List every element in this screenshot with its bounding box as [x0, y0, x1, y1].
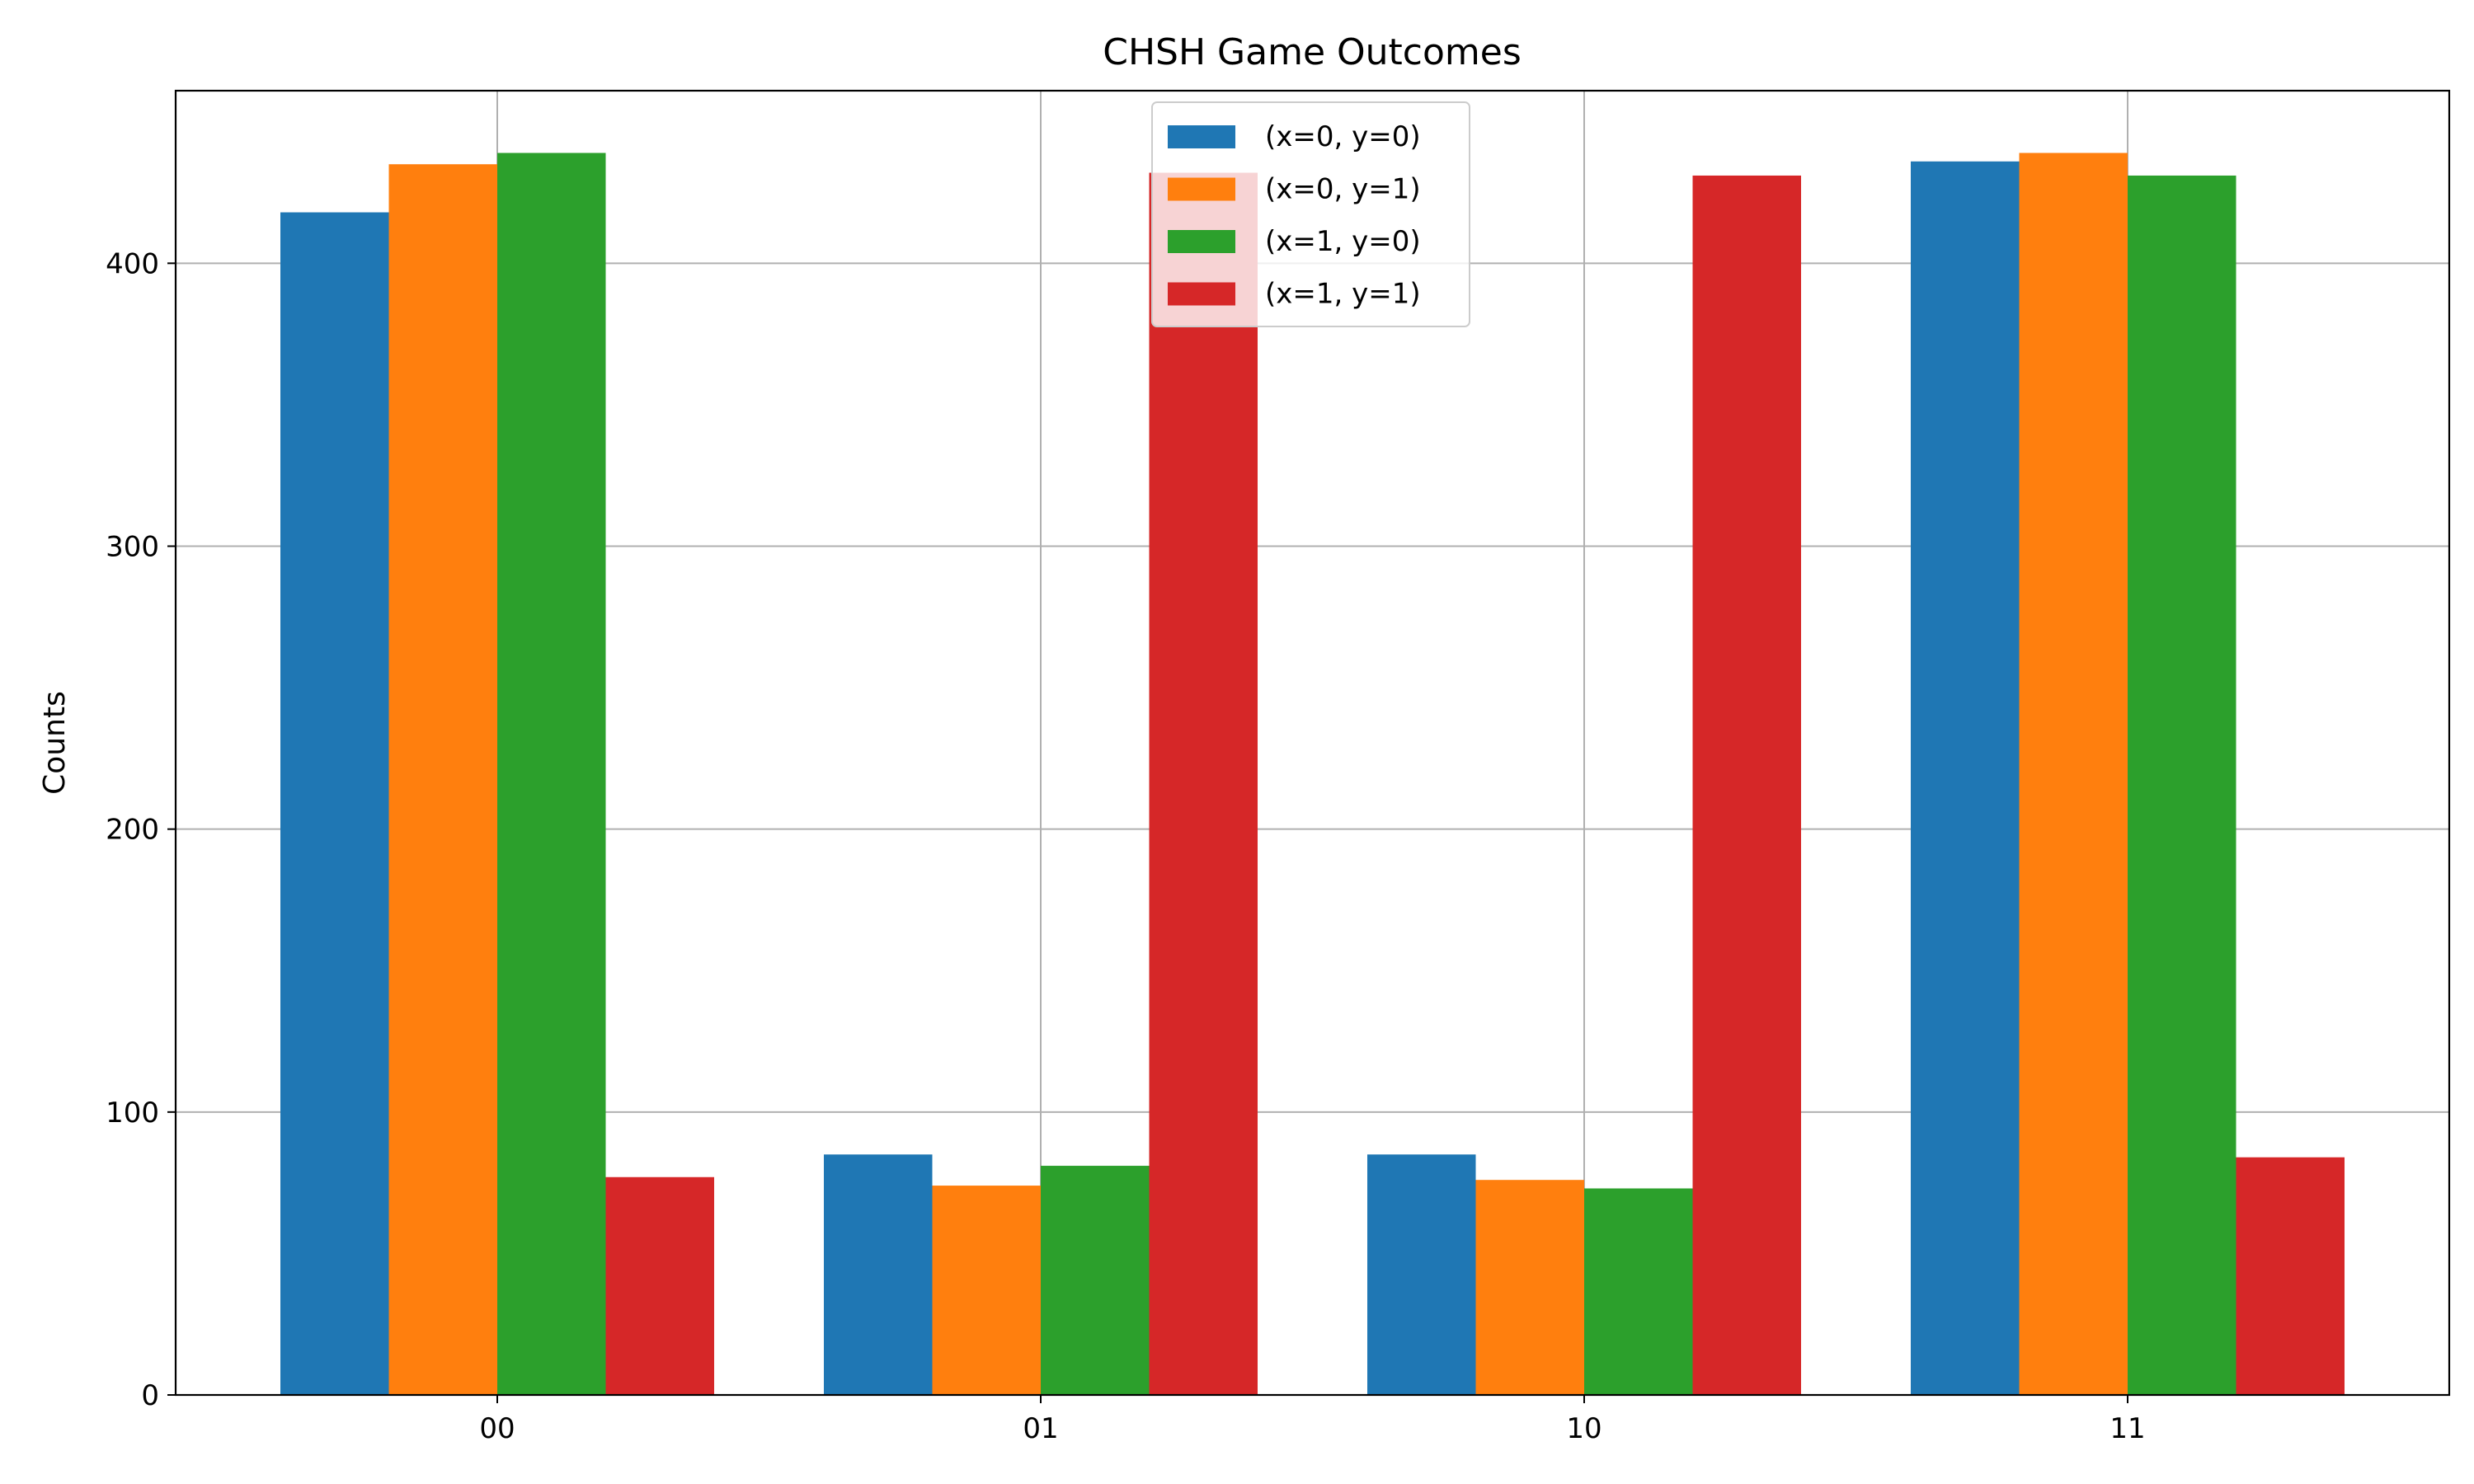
y-tick-label: 400: [106, 247, 159, 280]
bar: [1367, 1154, 1476, 1395]
bar: [1584, 1188, 1693, 1395]
plot-frame: [174, 89, 2451, 1397]
x-tick-label: 10: [1566, 1412, 1602, 1445]
bar: [932, 1186, 1041, 1395]
bars-layer: [280, 153, 2345, 1396]
bar: [1475, 1180, 1584, 1395]
axis-layer: 0 100 200 300 400 00 01 10 11: [106, 247, 2146, 1445]
legend: (x=0, y=0) (x=0, y=1) (x=1, y=0) (x=1, y=1): [1151, 101, 1470, 327]
x-tick-label: 11: [2109, 1412, 2145, 1445]
bar: [824, 1154, 933, 1395]
legend-label: (x=0, y=1): [1265, 173, 1421, 206]
bar: [497, 153, 606, 1396]
legend-swatch: [1168, 177, 1235, 201]
legend-label: (x=1, y=1): [1265, 278, 1421, 311]
legend-label: (x=0, y=0): [1265, 120, 1421, 153]
legend-swatch: [1168, 282, 1235, 306]
bar: [2019, 153, 2128, 1396]
bar: [388, 164, 497, 1396]
bar: [1041, 1166, 1150, 1395]
y-tick-label: 200: [106, 814, 159, 847]
bar: [1149, 172, 1258, 1395]
y-tick-label: 0: [141, 1379, 159, 1412]
legend-box: [1151, 101, 1470, 327]
bar: [2236, 1157, 2345, 1395]
bar: [1911, 161, 2020, 1396]
legend-swatch: [1168, 125, 1235, 148]
x-tick-label: 01: [1023, 1412, 1058, 1445]
y-tick-label: 100: [106, 1097, 159, 1129]
bar: [280, 212, 389, 1396]
legend-swatch: [1168, 230, 1235, 253]
legend-label: (x=1, y=0): [1265, 225, 1421, 258]
x-tick-label: 00: [479, 1412, 515, 1445]
y-axis-label: Counts: [38, 691, 72, 795]
chart-title: CHSH Game Outcomes: [1103, 31, 1522, 73]
bar: [605, 1176, 714, 1395]
bar: [2128, 175, 2236, 1396]
bar: [1692, 175, 1801, 1396]
y-tick-label: 300: [106, 530, 159, 563]
